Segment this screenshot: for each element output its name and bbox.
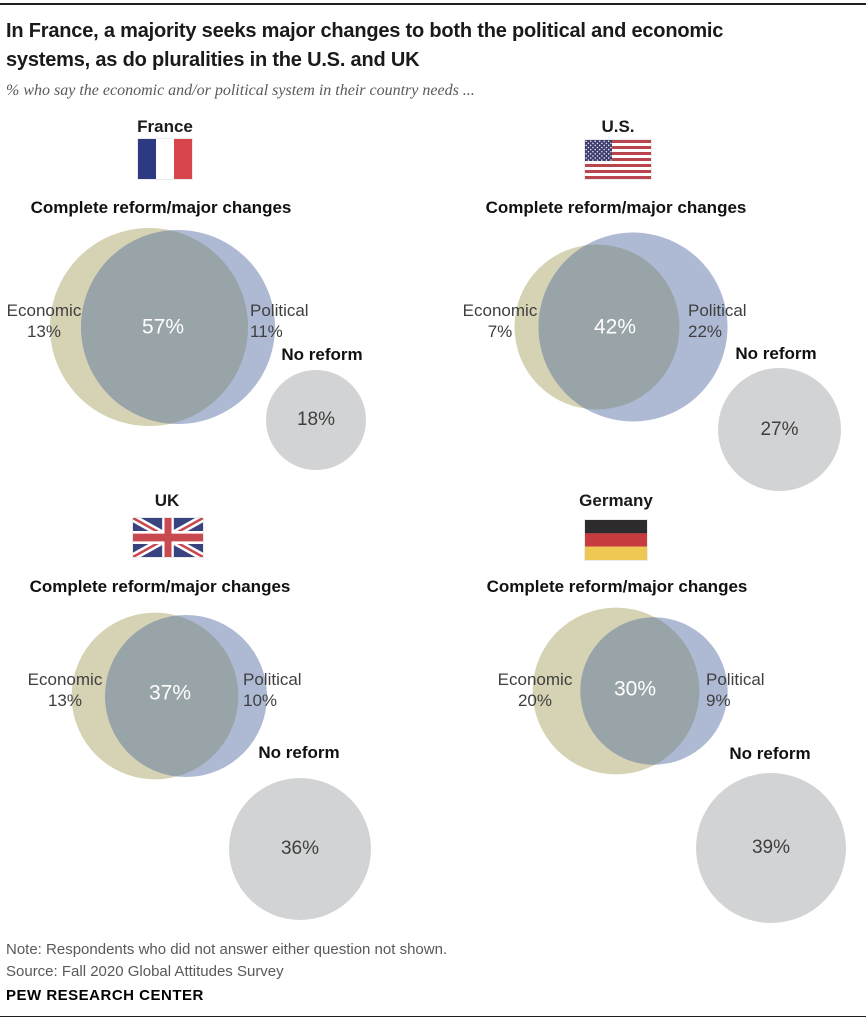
bottom-rule <box>0 1016 866 1017</box>
political-value: 11% <box>250 322 283 341</box>
noreform-label-uk: No reform <box>258 743 340 762</box>
title-line-1: In France, a majority seeks major change… <box>6 20 724 42</box>
political-label-us: Political 22% <box>688 300 747 342</box>
brand-label: PEW RESEARCH CENTER <box>6 987 204 1004</box>
venn-uk: 37% <box>71 612 267 780</box>
political-text: Political <box>250 301 309 320</box>
noreform-label-france: No reform <box>281 345 363 364</box>
overlap-region <box>81 230 248 424</box>
economic-label-germany: Economic 20% <box>498 669 573 711</box>
overlap-value: 57% <box>142 316 184 339</box>
political-value: 9% <box>706 691 731 710</box>
economic-label-uk: Economic 13% <box>28 669 103 711</box>
economic-text: Economic <box>6 301 82 320</box>
political-text: Political <box>243 670 302 689</box>
overlap-value: 42% <box>594 316 636 339</box>
political-text: Political <box>706 670 765 689</box>
economic-text: Economic <box>27 670 103 689</box>
section-label-germany: Complete reform/major changes <box>486 577 748 596</box>
venn-france: 57% <box>50 228 275 426</box>
noreform-circle-germany: 39% <box>696 773 846 923</box>
noreform-circle-uk: 36% <box>229 778 371 920</box>
chart-title: In France, a majority seeks major change… <box>6 17 723 75</box>
political-label-france: Political 11% <box>250 300 309 342</box>
political-label-uk: Political 10% <box>243 669 302 711</box>
economic-value: 7% <box>487 322 513 341</box>
political-label-germany: Political 9% <box>706 669 765 711</box>
economic-text: Economic <box>497 670 573 689</box>
economic-value: 20% <box>517 691 553 710</box>
uk-flag-icon <box>133 518 203 557</box>
noreform-value: 39% <box>751 837 791 858</box>
economic-value: 13% <box>26 322 62 341</box>
political-text: Political <box>688 301 747 320</box>
country-name-germany: Germany <box>579 491 653 510</box>
section-label-uk: Complete reform/major changes <box>29 577 291 596</box>
chart-subtitle: % who say the economic and/or political … <box>6 82 475 99</box>
political-value: 10% <box>243 691 278 710</box>
economic-label-france: Economic 13% <box>7 300 82 342</box>
title-line-2: systems, as do pluralities in the U.S. a… <box>6 49 420 71</box>
source-line: Source: Fall 2020 Global Attitudes Surve… <box>6 963 284 980</box>
economic-value: 13% <box>47 691 83 710</box>
country-name-france: France <box>137 117 193 136</box>
top-rule <box>0 3 866 5</box>
section-label-france: Complete reform/major changes <box>30 198 292 217</box>
section-label-us: Complete reform/major changes <box>485 198 747 217</box>
footnote: Note: Respondents who did not answer eit… <box>6 939 447 983</box>
venn-germany: 30% <box>532 607 728 775</box>
noreform-circle-france: 18% <box>266 370 366 470</box>
political-value: 22% <box>688 322 723 341</box>
country-name-uk: UK <box>154 491 180 510</box>
economic-label-us: Economic 7% <box>463 300 538 342</box>
economic-text: Economic <box>462 301 538 320</box>
noreform-label-germany: No reform <box>729 744 811 763</box>
us-flag-icon <box>585 140 651 179</box>
country-name-us: U.S. <box>601 117 635 136</box>
noreform-label-us: No reform <box>735 344 817 363</box>
noreform-value: 27% <box>760 418 799 440</box>
overlap-value: 30% <box>614 678 656 701</box>
noreform-value: 18% <box>296 409 336 430</box>
venn-us: 42% <box>514 232 728 422</box>
overlap-region <box>580 617 700 765</box>
overlap-region <box>538 244 680 410</box>
noreform-value: 36% <box>280 838 320 859</box>
germany-flag-icon <box>585 520 647 560</box>
note-line: Note: Respondents who did not answer eit… <box>6 941 448 958</box>
overlap-value: 37% <box>149 682 191 705</box>
france-flag-icon <box>138 139 192 179</box>
noreform-circle-us: 27% <box>718 368 841 491</box>
